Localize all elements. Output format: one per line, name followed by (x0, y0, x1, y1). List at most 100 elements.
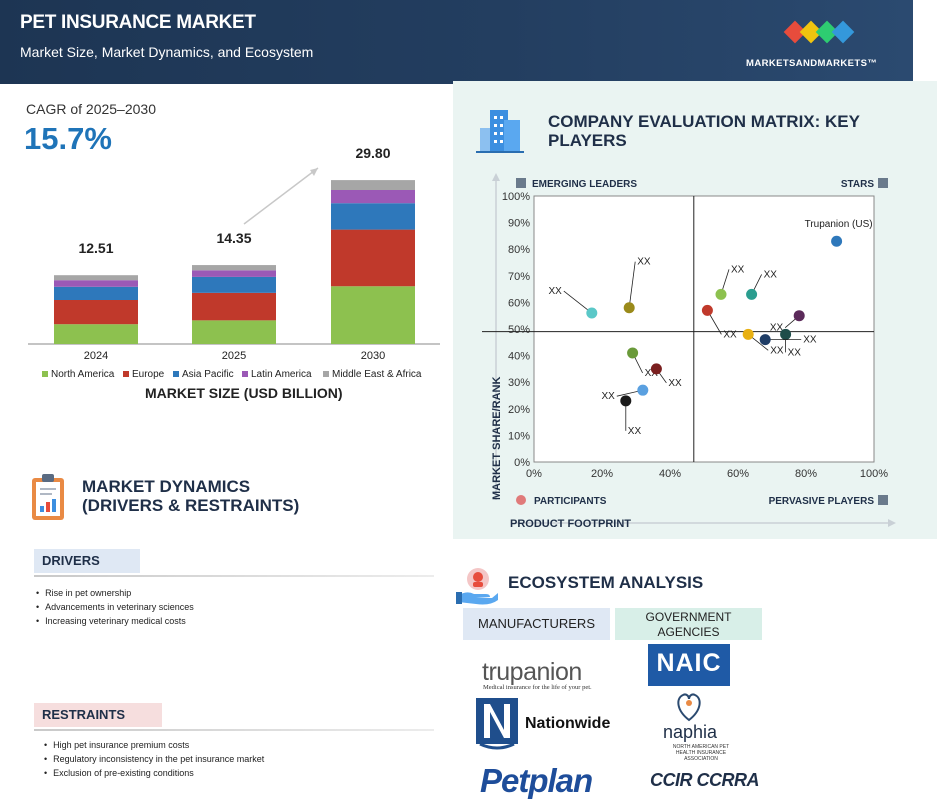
bar-segment (54, 280, 138, 287)
data-point (623, 302, 635, 314)
x-axis-arrowhead (888, 519, 896, 527)
bar-segment (192, 320, 276, 344)
x-tick-label: 0% (526, 468, 542, 480)
naphia-heart-icon (677, 693, 701, 722)
buildings-icon (476, 110, 524, 153)
bar-segment (331, 229, 415, 287)
bar-segment (192, 276, 276, 293)
data-point (780, 328, 792, 340)
driver-item: Advancements in veterinary sciences (36, 600, 194, 614)
x-tick-label: 80% (795, 468, 817, 480)
point-label: XX (668, 378, 682, 389)
emerging-leaders-icon (516, 178, 526, 188)
data-point (831, 235, 843, 247)
y-tick-label: 80% (508, 244, 530, 256)
government-label: GOVERNMENT (645, 610, 732, 624)
legend-label: Asia Pacific (182, 369, 234, 380)
restraints-divider (34, 729, 434, 731)
point-label: XX (788, 347, 802, 358)
bar-total-label: 29.80 (355, 145, 390, 161)
market-dynamics-title-line1: MARKET DYNAMICS (82, 477, 251, 496)
data-point (620, 395, 632, 407)
bar-category-label: 2025 (222, 350, 246, 362)
naic-logo: NAIC (648, 644, 730, 686)
y-tick-label: 70% (508, 271, 530, 283)
naphia-logo: naphia (663, 722, 718, 742)
data-point (742, 328, 754, 340)
data-point (759, 334, 771, 346)
point-label: XX (723, 329, 737, 340)
bar-total-label: 14.35 (216, 230, 251, 246)
restraints-list: High pet insurance premium costs Regulat… (44, 738, 264, 780)
point-label: Trupanion (US) (805, 219, 873, 230)
y-tick-label: 60% (508, 297, 530, 309)
y-tick-label: 0% (514, 457, 530, 469)
growth-arrow-head (310, 168, 318, 176)
drivers-list: Rise in pet ownership Advancements in ve… (36, 586, 194, 628)
bar-segment (192, 265, 276, 271)
market-dynamics-title-line2: (DRIVERS & RESTRAINTS) (82, 496, 300, 515)
y-tick-label: 10% (508, 430, 530, 442)
point-label: XX (770, 345, 784, 356)
x-axis-title: PRODUCT FOOTPRINT (510, 518, 631, 530)
stars-icon (878, 178, 888, 188)
ecosystem-title: ECOSYSTEM ANALYSIS (508, 573, 704, 592)
matrix-title: COMPANY EVALUATION MATRIX: KEY PLAYERS (548, 112, 860, 150)
bar-category-label: 2024 (84, 350, 108, 362)
brand-logo-icon (783, 20, 855, 44)
agencies-label: AGENCIES (657, 625, 720, 639)
y-tick-label: 40% (508, 351, 530, 363)
quadrant-label-pervasive-players: PERVASIVE PLAYERS (769, 496, 875, 507)
bar-segment (54, 275, 138, 281)
bar-segment (331, 286, 415, 344)
bar-segment (192, 292, 276, 321)
x-tick-label: 20% (591, 468, 613, 480)
pervasive-players-icon (878, 495, 888, 505)
market-dynamics-title: MARKET DYNAMICS (DRIVERS & RESTRAINTS) (82, 477, 299, 515)
bar-chart-axis-title: MARKET SIZE (USD BILLION) (145, 385, 343, 401)
legend-label: Latin America (251, 369, 312, 380)
quadrant-label-stars: STARS (841, 179, 874, 190)
point-label: XX (770, 323, 784, 334)
bar-segment (331, 180, 415, 190)
data-point (637, 384, 649, 396)
header-banner (0, 0, 913, 84)
government-agencies-tab: GOVERNMENT AGENCIES (615, 608, 762, 640)
page-title: PET INSURANCE MARKET (20, 12, 256, 33)
bar-segment (331, 203, 415, 230)
data-point (746, 288, 758, 300)
x-tick-label: 60% (727, 468, 749, 480)
legend-label: North America (51, 369, 115, 380)
nationwide-eagle-icon (476, 698, 518, 750)
legend-swatch (123, 371, 129, 377)
point-label: XX (601, 391, 615, 402)
ecosystem-hand-icon (456, 568, 498, 605)
driver-item: Increasing veterinary medical costs (36, 614, 194, 628)
point-label: XX (548, 286, 562, 297)
bar-segment (54, 324, 138, 344)
drivers-divider (34, 575, 434, 577)
quadrant-label-emerging-leaders: EMERGING LEADERS (532, 179, 637, 190)
data-point (650, 363, 662, 375)
trupanion-tagline: Medical insurance for the life of your p… (483, 684, 592, 691)
legend-swatch (173, 371, 179, 377)
point-label: XX (803, 335, 817, 346)
legend-swatch (42, 371, 48, 377)
legend-swatch (323, 371, 329, 377)
clipboard-icon (32, 474, 64, 520)
x-tick-label: 40% (659, 468, 681, 480)
bar-total-label: 12.51 (78, 240, 113, 256)
quadrant-label-participants: PARTICIPANTS (534, 496, 607, 507)
plot-frame (533, 195, 875, 463)
x-tick-label: 100% (860, 468, 888, 480)
growth-arrow-line (243, 167, 319, 225)
y-tick-label: 30% (508, 377, 530, 389)
cagr-value: 15.7% (24, 121, 112, 156)
manufacturers-tab: MANUFACTURERS (463, 608, 610, 640)
bar-segment (192, 270, 276, 277)
driver-item: Rise in pet ownership (36, 586, 194, 600)
market-size-bar-chart: 12.51 2024 14.35 2025 29.80 2030 North America… (28, 145, 440, 380)
y-axis-arrowhead (492, 173, 500, 181)
data-point (627, 347, 639, 359)
cagr-label: CAGR of 2025–2030 (26, 101, 156, 117)
